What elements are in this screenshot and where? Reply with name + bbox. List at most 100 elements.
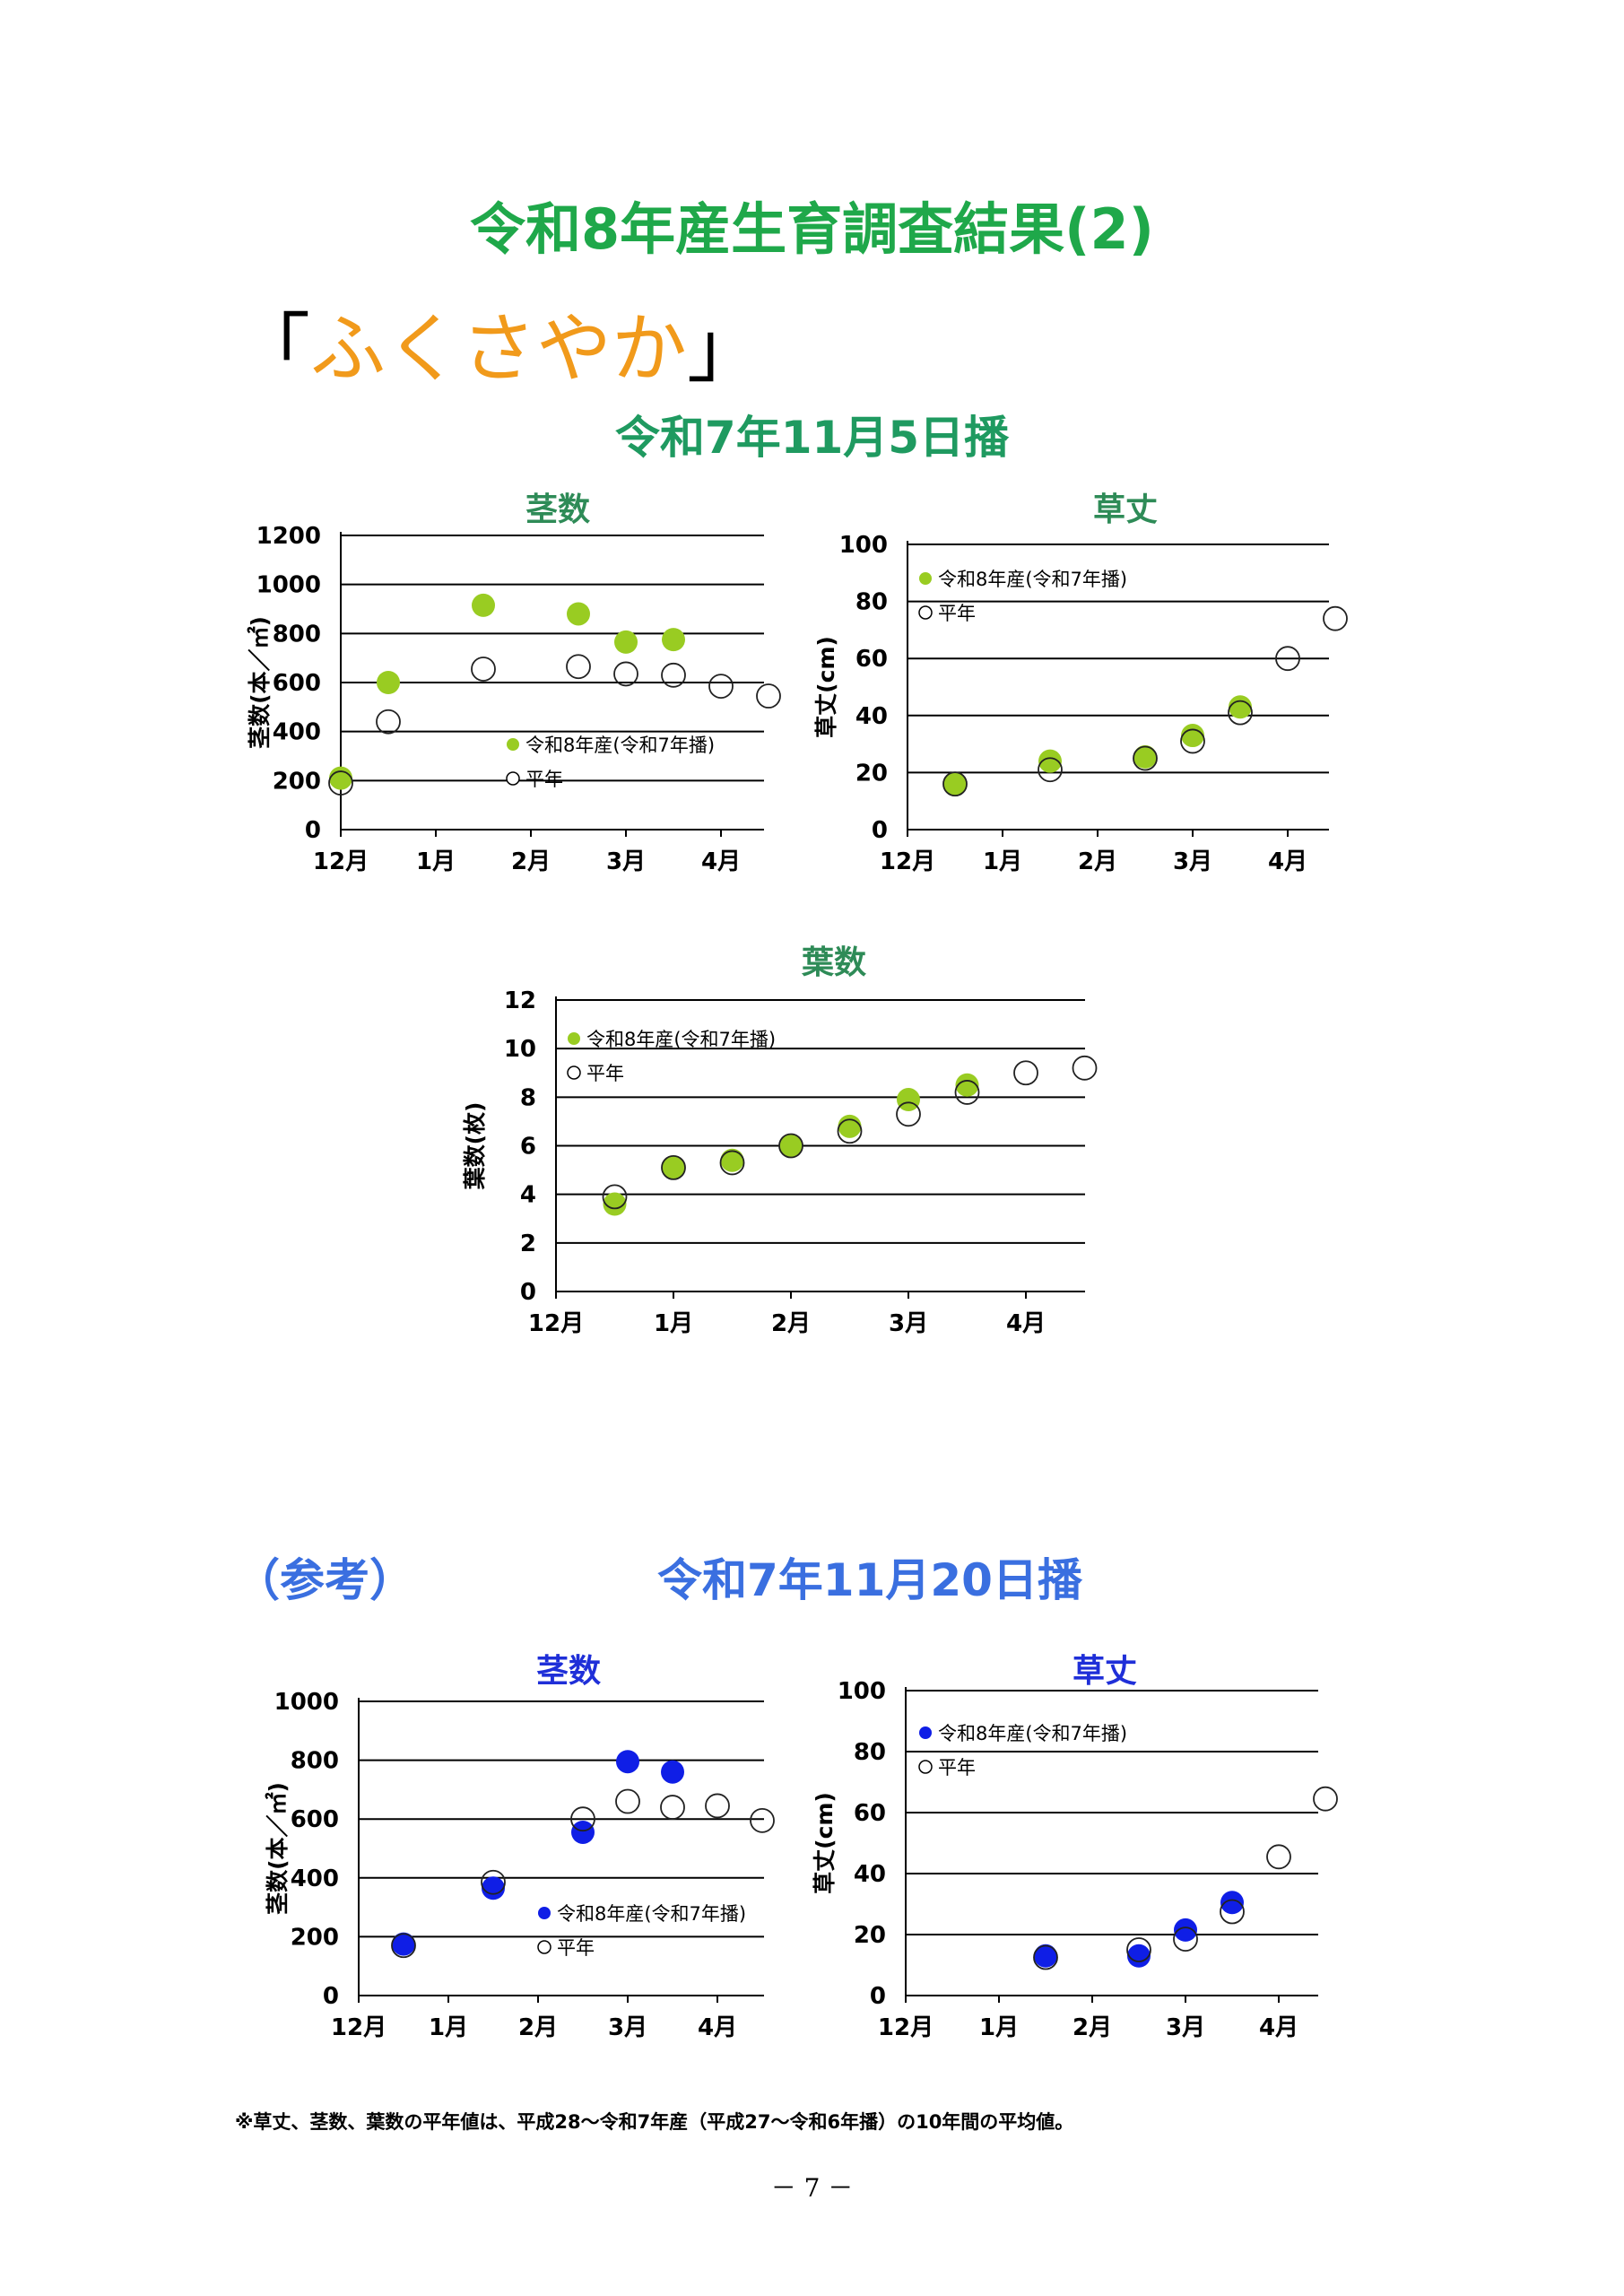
- y-tick-label: 1200: [256, 523, 321, 550]
- page-title: 令和8年産生育調査結果(2): [470, 196, 1154, 262]
- data-point-normal: [1173, 1926, 1198, 1952]
- data-point-normal: [778, 1133, 803, 1159]
- data-point-normal: [615, 1788, 640, 1814]
- data-point-normal: [1275, 646, 1300, 672]
- data-point-normal: [1033, 1944, 1058, 1970]
- data-point-current: [662, 628, 685, 652]
- legend-label-current: 令和8年産(令和7年播): [586, 1029, 776, 1050]
- y-tick-label: 12: [504, 987, 536, 1014]
- legend-label-current: 令和8年産(令和7年播): [938, 569, 1127, 590]
- y-tick-label: 6: [520, 1134, 536, 1161]
- data-point-normal: [708, 674, 734, 700]
- y-tick-label: 0: [520, 1279, 536, 1306]
- x-tick-label: 12月: [528, 1310, 584, 1337]
- y-tick-label: 100: [839, 532, 888, 559]
- data-point-normal: [1313, 1786, 1338, 1812]
- y-tick-label: 60: [854, 1800, 886, 1827]
- data-point-normal: [1323, 605, 1348, 631]
- data-point-current: [779, 1134, 803, 1158]
- y-tick-label: 600: [291, 1806, 339, 1833]
- y-tick-label: 0: [305, 817, 321, 844]
- x-tick-label: 2月: [1078, 848, 1117, 875]
- data-point-current: [662, 1155, 685, 1179]
- legend: 令和8年産(令和7年播) 平年: [537, 1903, 746, 1959]
- data-point-normal: [328, 770, 353, 796]
- y-tick-label: 200: [291, 1924, 339, 1951]
- y-tick-label: 0: [323, 1983, 339, 2010]
- legend: 令和8年産(令和7年播) 平年: [918, 1723, 1127, 1779]
- legend: 令和8年産(令和7年播) 平年: [506, 735, 715, 790]
- legend-marker-normal: [918, 1760, 933, 1774]
- data-point-current: [616, 1750, 639, 1774]
- page-number: － 7 －: [770, 2173, 854, 2203]
- y-tick-label: 80: [855, 589, 888, 616]
- x-tick-label: 2月: [1073, 2014, 1112, 2041]
- data-point-current: [720, 1148, 744, 1172]
- data-point-normal: [1228, 700, 1253, 726]
- data-point-normal: [954, 1080, 980, 1105]
- data-point-current: [1229, 695, 1252, 719]
- legend-label-current: 令和8年産(令和7年播): [557, 1903, 746, 1925]
- data-point-current: [482, 1876, 505, 1900]
- data-point-current: [392, 1932, 415, 1956]
- x-tick-label: 2月: [771, 1310, 811, 1337]
- x-tick-label: 1月: [429, 2014, 468, 2041]
- sowing-date-2: 令和7年11月20日播: [657, 1554, 1082, 1606]
- chart-title: 草丈: [1073, 1653, 1137, 1690]
- variety-bracket-close: 」: [687, 305, 763, 393]
- legend-marker-normal: [567, 1065, 581, 1080]
- y-tick-label: 100: [838, 1678, 886, 1705]
- data-point-normal: [660, 1795, 685, 1820]
- data-point-current: [567, 602, 590, 626]
- x-tick-label: 3月: [889, 1310, 928, 1337]
- y-tick-label: 80: [854, 1739, 886, 1766]
- y-tick-label: 200: [273, 768, 321, 795]
- chart-title: 草丈: [1093, 491, 1158, 528]
- data-point-normal: [1072, 1055, 1098, 1081]
- sowing-date-1: 令和7年11月5日播: [614, 412, 1010, 464]
- data-point-normal: [391, 1933, 416, 1959]
- plant-height-chart-1: 草丈 0 20 40 60 80 100 12月 1月 2月 3月 4月 草丈(cm) 令和8年産(令和7…: [813, 491, 1348, 875]
- y-tick-label: 20: [854, 1922, 886, 1949]
- legend-marker-current: [538, 1907, 551, 1919]
- data-point-current: [614, 630, 638, 654]
- legend-marker-current: [507, 738, 519, 751]
- variety-bracket-open: 「: [235, 305, 311, 393]
- x-tick-label: 12月: [313, 848, 369, 875]
- legend-label-normal: 平年: [557, 1937, 595, 1959]
- y-tick-label: 2: [520, 1231, 536, 1257]
- x-tick-label: 3月: [1173, 848, 1212, 875]
- x-tick-label: 2月: [511, 848, 551, 875]
- legend-label-normal: 平年: [938, 603, 976, 624]
- chart-title: 茎数: [525, 491, 590, 528]
- y-tick-label: 10: [504, 1036, 536, 1063]
- leaf-count-chart-1: 葉数 0 2 4 6 8 10 12 12月 1月 2月 3月 4月 葉数(枚) 令和8年産(令和7年播) 平…: [462, 944, 1098, 1337]
- x-tick-label: 4月: [1268, 848, 1307, 875]
- data-point-current: [661, 1760, 684, 1784]
- y-tick-label: 8: [520, 1084, 536, 1111]
- y-tick-label: 600: [273, 670, 321, 697]
- x-tick-label: 3月: [608, 2014, 647, 2041]
- reference-label: （参考）: [235, 1554, 414, 1606]
- data-point-normal: [1220, 1899, 1245, 1925]
- data-point-normal: [661, 662, 686, 688]
- data-point-current: [1034, 1944, 1057, 1968]
- x-tick-label: 1月: [979, 2014, 1019, 2041]
- y-axis-title: 茎数(本／㎡): [247, 616, 273, 749]
- data-point-normal: [471, 657, 496, 682]
- data-point-normal: [756, 683, 781, 709]
- data-point-normal: [1126, 1937, 1151, 1962]
- y-tick-label: 40: [855, 703, 888, 730]
- data-point-normal: [613, 661, 638, 687]
- y-tick-label: 800: [291, 1748, 339, 1775]
- legend-marker-current: [568, 1032, 580, 1045]
- data-point-normal: [1038, 757, 1063, 783]
- data-point-current: [838, 1114, 862, 1138]
- legend-marker-current: [919, 572, 932, 585]
- y-tick-label: 400: [273, 719, 321, 746]
- data-point-normal: [837, 1118, 863, 1144]
- data-point-current: [1181, 724, 1204, 748]
- data-point-normal: [376, 709, 401, 735]
- y-tick-label: 0: [870, 1983, 886, 2010]
- stem-count-chart-1: 茎数 0 200 400 600 800 1000 1200 12月 1月 2月 3月 4月 茎数(本／㎡…: [247, 491, 781, 875]
